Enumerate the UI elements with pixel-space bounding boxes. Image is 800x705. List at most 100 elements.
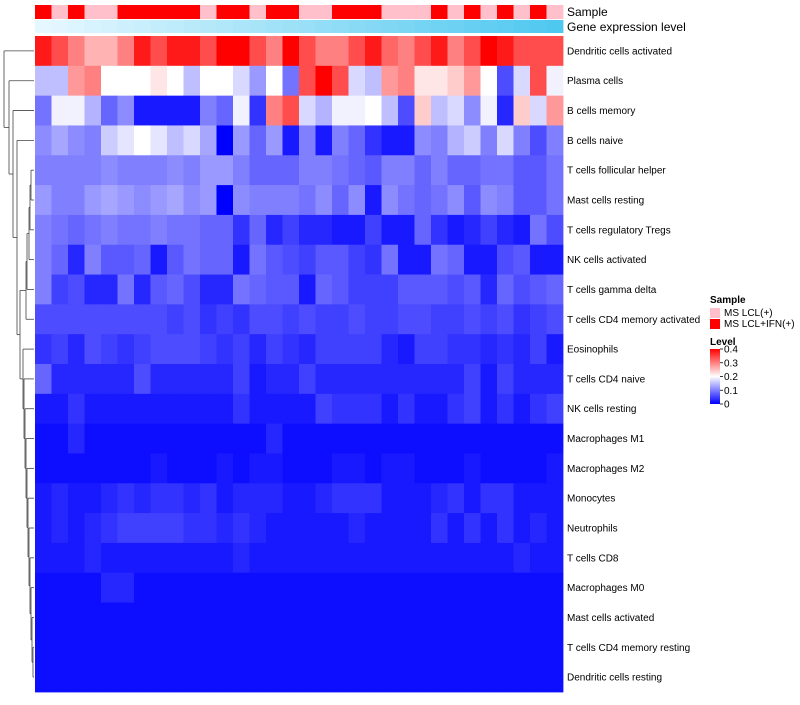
heatmap-cell (233, 632, 250, 663)
heatmap-cell (431, 453, 448, 484)
heatmap-cell (282, 65, 300, 97)
heatmap-cell (101, 393, 118, 425)
heatmap-cell (299, 125, 316, 156)
heatmap-cell (51, 602, 69, 633)
heatmap-cell (414, 542, 432, 574)
heatmap-cell (101, 36, 118, 67)
heatmap-cell (365, 513, 382, 544)
heatmap-cell (167, 483, 184, 514)
heatmap-cell (381, 274, 399, 305)
heatmap-cell (68, 364, 85, 395)
heatmap-cell (332, 393, 349, 425)
heatmap-cell (299, 155, 316, 186)
heatmap-cell (233, 393, 250, 425)
heatmap-cell (150, 423, 168, 454)
heatmap-cell (167, 632, 184, 663)
heatmap-cell (513, 513, 531, 544)
heatmap-cell (134, 572, 151, 603)
level-legend-ticks: 0.4 0.3 0.2 0.1 0 (720, 345, 738, 411)
heatmap-cell (200, 36, 217, 67)
heatmap-cell (513, 662, 531, 693)
heatmap-cell (447, 274, 465, 305)
sample-legend-swatch-lcl-ifn (710, 319, 720, 329)
heatmap-cell (480, 542, 498, 574)
gene-expression-cell (497, 20, 514, 33)
heatmap-cell (51, 244, 69, 275)
heatmap-cell (200, 155, 217, 186)
heatmap-cell (332, 185, 349, 216)
heatmap-cell (348, 214, 366, 246)
heatmap-cell (315, 542, 333, 574)
heatmap-cell (431, 572, 448, 603)
heatmap-cell (51, 483, 69, 514)
heatmap-cell (464, 542, 481, 574)
heatmap-cell (365, 542, 382, 574)
heatmap-cell (216, 125, 234, 156)
heatmap-cell (117, 185, 135, 216)
heatmap-cell (480, 483, 498, 514)
heatmap-cell (315, 602, 333, 633)
heatmap-cell (183, 453, 201, 484)
heatmap-cell (332, 542, 349, 574)
heatmap-cell (332, 304, 349, 335)
heatmap-cell (530, 244, 547, 275)
heatmap-cell (480, 95, 498, 126)
heatmap-cell (35, 393, 52, 425)
heatmap-cell (513, 483, 531, 514)
heatmap-cell (431, 244, 448, 275)
heatmap-cell (315, 214, 333, 246)
heatmap-cell (183, 274, 201, 305)
heatmap-cell (266, 334, 283, 365)
heatmap-cell (282, 453, 300, 484)
heatmap-cell (365, 393, 382, 425)
heatmap-cell (266, 572, 283, 603)
heatmap-cell (447, 364, 465, 395)
heatmap-cell (249, 453, 267, 484)
heatmap-cell (150, 214, 168, 246)
heatmap-cell (398, 364, 415, 395)
gene-expression-cell (546, 20, 564, 33)
heatmap-cell (365, 334, 382, 365)
heatmap-cell (497, 65, 514, 97)
heatmap-cell (150, 513, 168, 544)
heatmap-cell (546, 125, 564, 156)
heatmap-cell (233, 244, 250, 275)
heatmap-cell (167, 334, 184, 365)
heatmap-cell (51, 453, 69, 484)
heatmap-cell (431, 513, 448, 544)
heatmap-cell (447, 393, 465, 425)
heatmap-cell (150, 36, 168, 67)
heatmap-cell (398, 334, 415, 365)
heatmap-cell (282, 662, 300, 693)
heatmap-cell (84, 185, 102, 216)
heatmap-cell (216, 662, 234, 693)
heatmap-cell (68, 185, 85, 216)
sample-annotation-cell (546, 5, 564, 19)
heatmap-cell (332, 364, 349, 395)
heatmap-cell (431, 662, 448, 693)
heatmap-cell (117, 244, 135, 275)
heatmap-cell (464, 65, 481, 97)
sample-annotation-cell (249, 5, 267, 19)
heatmap-cell (51, 155, 69, 186)
heatmap-cell (299, 483, 316, 514)
heatmap-cell (414, 572, 432, 603)
heatmap-cell (68, 36, 85, 67)
heatmap-cell (530, 214, 547, 246)
heatmap-cell (398, 602, 415, 633)
sample-annotation-cell (447, 5, 465, 19)
heatmap-cell (249, 244, 267, 275)
heatmap-cell (348, 542, 366, 574)
heatmap-cell (315, 274, 333, 305)
heatmap-cell (68, 662, 85, 693)
sample-annotation-cell (233, 5, 250, 19)
heatmap-cell (381, 602, 399, 633)
heatmap-cell (299, 423, 316, 454)
heatmap-cell (480, 423, 498, 454)
heatmap-cell (200, 423, 217, 454)
heatmap-cell (266, 453, 283, 484)
heatmap-cell (35, 453, 52, 484)
row-label: Neutrophils (567, 524, 618, 535)
heatmap-cell (497, 483, 514, 514)
heatmap-cell (282, 602, 300, 633)
